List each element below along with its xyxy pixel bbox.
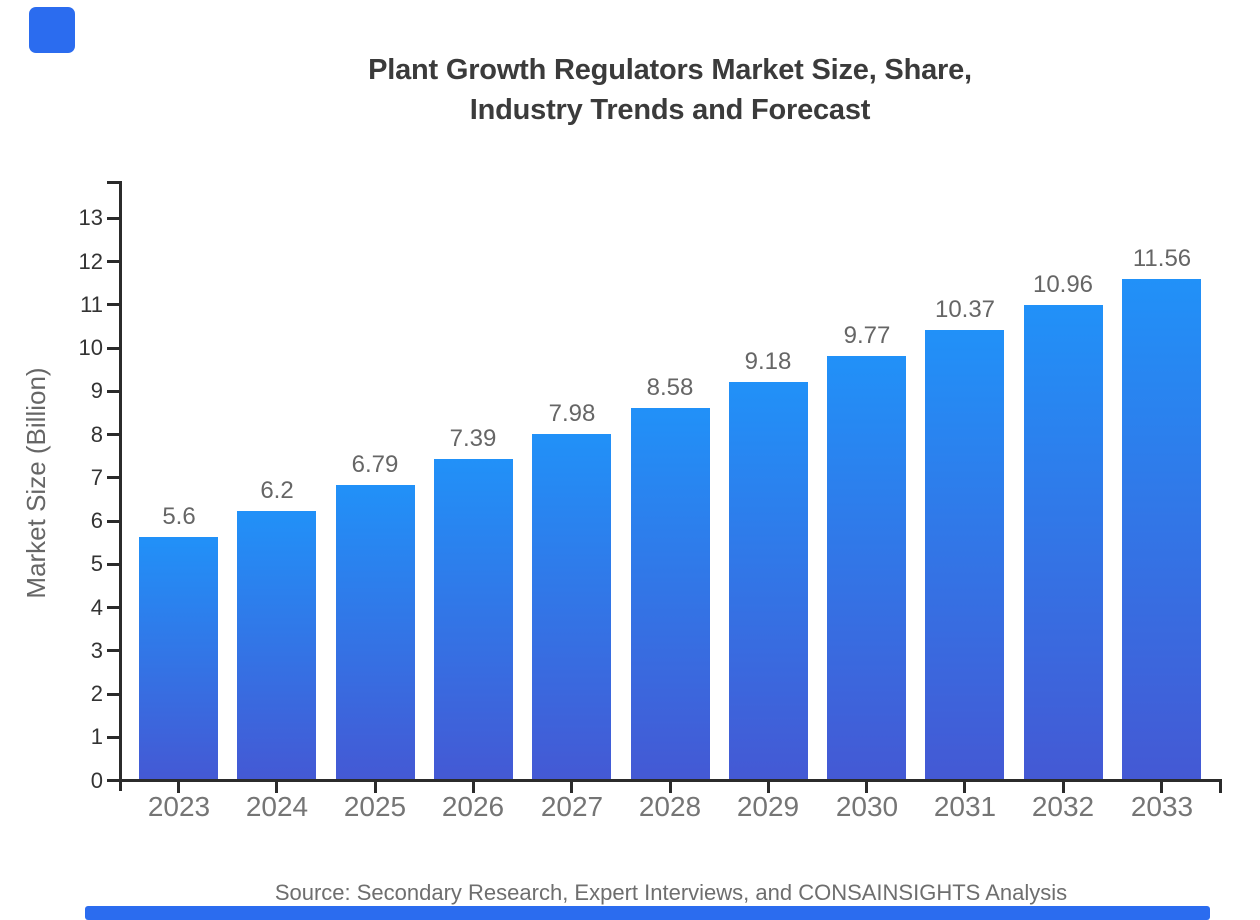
y-tick-mark — [107, 433, 119, 436]
y-tick-mark — [107, 260, 119, 263]
x-tick-label: 2031 — [933, 791, 997, 822]
y-tick-mark — [107, 563, 119, 566]
y-tick-label: 10 — [78, 335, 103, 360]
chart-title-line-1: Plant Growth Regulators Market Size, Sha… — [368, 54, 972, 86]
x-tick-label: 2030 — [835, 791, 899, 822]
bar-value-label: 7.39 — [449, 425, 497, 452]
x-tick-mark — [1160, 782, 1163, 793]
y-tick-label: 11 — [80, 292, 103, 317]
bar-value-label: 9.77 — [843, 322, 891, 349]
y-tick-label: 7 — [90, 465, 103, 490]
source-note: Source: Secondary Research, Expert Inter… — [274, 880, 1068, 905]
footer-accent-bar — [85, 906, 1210, 920]
x-tick-mark — [472, 782, 475, 793]
bar-value-label: 6.2 — [260, 477, 294, 504]
bar-2026 — [434, 459, 513, 779]
y-tick-mark — [107, 693, 119, 696]
y-tick-mark — [107, 649, 119, 652]
x-tick-label: 2027 — [540, 791, 604, 822]
y-tick-mark — [107, 779, 119, 782]
y-tick-label: 2 — [90, 681, 103, 706]
bar-value-label: 5.6 — [162, 503, 196, 530]
y-tick-mark — [107, 217, 119, 220]
bar-value-label: 10.37 — [934, 296, 996, 323]
y-tick-label: 0 — [90, 768, 103, 793]
x-tick-mark — [177, 782, 180, 793]
x-tick-mark — [767, 782, 770, 793]
y-axis-line — [119, 181, 122, 791]
bar-2033 — [1122, 279, 1201, 779]
x-tick-label: 2033 — [1130, 791, 1194, 822]
bar-value-label: 6.79 — [351, 451, 399, 478]
y-tick-mark — [107, 347, 119, 350]
x-tick-mark — [1062, 782, 1065, 793]
bar-2028 — [631, 408, 710, 779]
x-tick-mark — [669, 782, 672, 793]
bar-value-label: 8.58 — [646, 374, 694, 401]
bar-2024 — [237, 511, 316, 779]
y-tick-mark — [107, 390, 119, 393]
x-tick-label: 2024 — [245, 791, 309, 822]
bar-value-label: 9.18 — [744, 348, 792, 375]
x-tick-label: 2028 — [638, 791, 702, 822]
bar-2025 — [336, 485, 415, 779]
bar-2029 — [729, 382, 808, 779]
y-tick-label: 1 — [90, 724, 103, 749]
bar-2032 — [1024, 305, 1103, 779]
x-tick-mark — [374, 782, 377, 793]
x-tick-label: 2023 — [147, 791, 211, 822]
x-tick-label: 2025 — [343, 791, 407, 822]
bar-2031 — [925, 330, 1004, 779]
chart-title: Plant Growth Regulators Market Size, Sha… — [120, 50, 1220, 130]
y-tick-label: 9 — [90, 378, 103, 403]
y-tick-mark — [107, 606, 119, 609]
x-axis-end-cap — [1219, 782, 1222, 793]
x-tick-mark — [865, 782, 868, 793]
bar-2023 — [139, 537, 218, 779]
bar-value-label: 11.56 — [1132, 245, 1192, 272]
y-tick-label: 8 — [90, 422, 103, 447]
x-axis-line — [107, 779, 1222, 782]
bar-value-label: 10.96 — [1032, 271, 1094, 298]
y-tick-label: 13 — [78, 205, 103, 230]
brand-accent-square-icon — [29, 7, 75, 53]
y-tick-label: 5 — [90, 551, 103, 576]
x-tick-mark — [570, 782, 573, 793]
y-tick-mark — [107, 736, 119, 739]
y-tick-mark — [107, 476, 119, 479]
bar-value-label: 7.98 — [548, 400, 596, 427]
x-tick-mark — [963, 782, 966, 793]
y-tick-mark — [107, 303, 119, 306]
y-tick-mark — [107, 520, 119, 523]
x-tick-label: 2029 — [736, 791, 800, 822]
chart-title-line-2: Industry Trends and Forecast — [469, 94, 871, 126]
y-tick-label: 12 — [78, 249, 103, 274]
x-tick-label: 2032 — [1031, 791, 1095, 822]
y-tick-label: 4 — [90, 595, 103, 620]
y-tick-label: 3 — [90, 638, 103, 663]
x-tick-label: 2026 — [441, 791, 505, 822]
bar-2027 — [532, 434, 611, 779]
y-axis-end-cap — [107, 181, 121, 184]
y-tick-label: 6 — [90, 508, 103, 533]
x-tick-mark — [275, 782, 278, 793]
bar-2030 — [827, 356, 906, 779]
